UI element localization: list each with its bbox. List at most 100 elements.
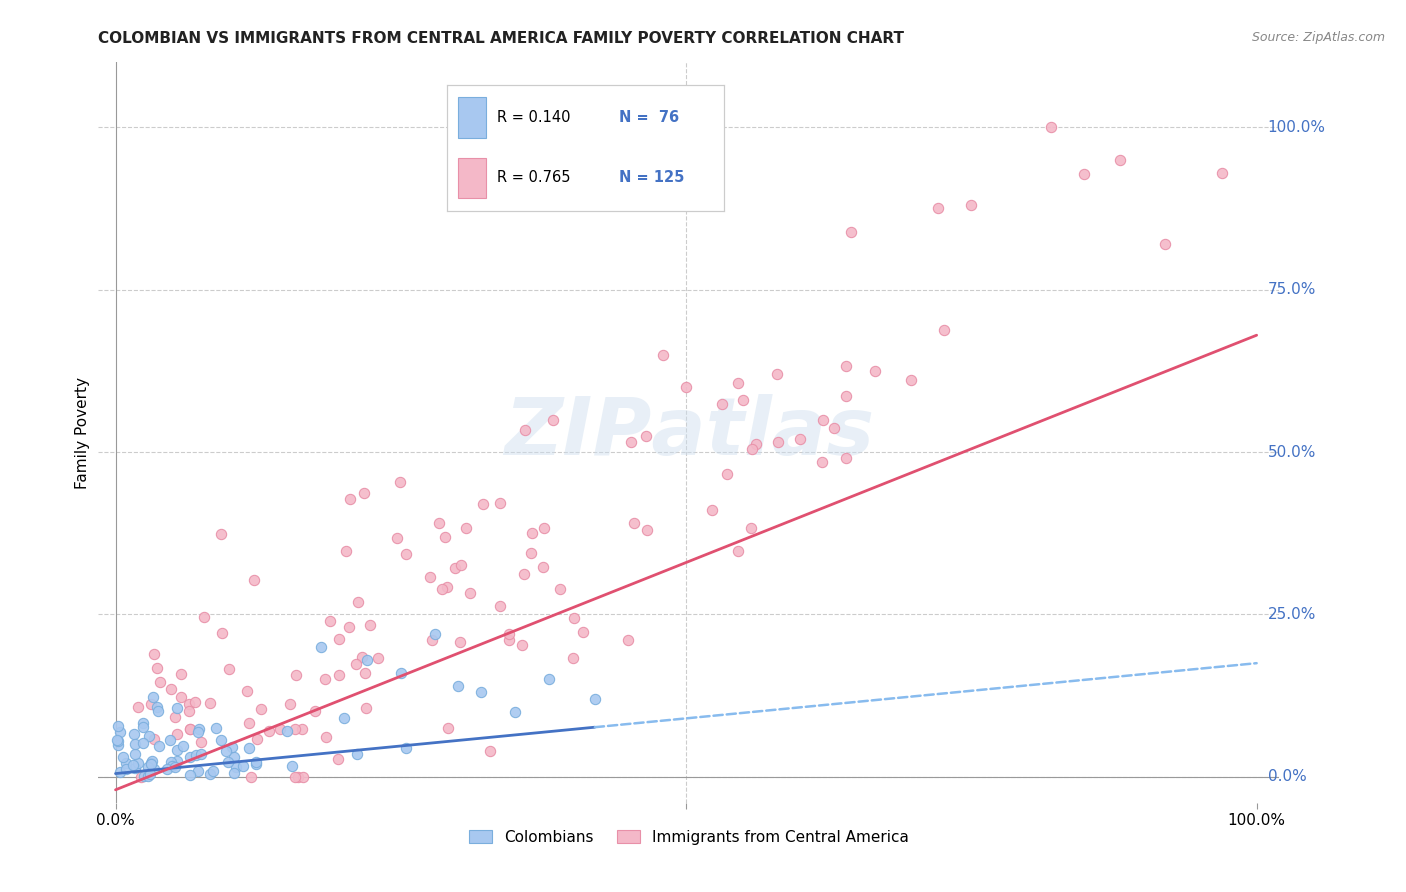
Point [284, 722, 307, 736]
Point [187, 724, 209, 739]
Point [326, 752, 349, 766]
Point [304, 704, 326, 718]
Point [337, 620, 360, 634]
Point [388, 475, 411, 489]
Point [811, 412, 834, 426]
Point [420, 633, 443, 648]
Point [221, 739, 243, 754]
Point [430, 582, 453, 596]
Point [932, 323, 955, 337]
Point [127, 756, 149, 770]
Point [136, 760, 159, 774]
Point [1108, 153, 1130, 167]
Point [136, 769, 159, 783]
Point [489, 599, 512, 613]
Point [127, 700, 149, 714]
Text: 25.0%: 25.0% [1268, 607, 1316, 622]
Point [314, 673, 336, 687]
Point [269, 722, 291, 736]
Point [232, 758, 254, 772]
Point [1040, 120, 1063, 135]
Point [172, 739, 194, 753]
Point [512, 567, 534, 582]
Point [163, 710, 186, 724]
Point [960, 198, 983, 212]
Point [423, 627, 446, 641]
Point [166, 727, 188, 741]
Point [354, 665, 377, 680]
Point [209, 527, 232, 541]
Point [456, 521, 478, 535]
Point [108, 765, 131, 780]
Point [458, 586, 481, 600]
Point [170, 690, 193, 704]
Point [291, 723, 314, 737]
Point [309, 640, 332, 654]
Text: 75.0%: 75.0% [1268, 282, 1316, 297]
Point [238, 740, 260, 755]
Point [498, 633, 520, 648]
Point [766, 367, 789, 381]
Text: ZIP​atlas: ZIP​atlas [503, 393, 875, 472]
Point [156, 762, 179, 776]
Point [146, 704, 169, 718]
Point [107, 718, 129, 732]
Point [810, 455, 832, 469]
Point [900, 373, 922, 387]
Point [620, 435, 643, 450]
Point [139, 697, 162, 711]
Point [184, 747, 207, 762]
Point [470, 685, 492, 699]
Point [354, 701, 377, 715]
Point [510, 638, 533, 652]
Point [257, 724, 280, 739]
Point [122, 726, 145, 740]
Point [287, 770, 309, 784]
Point [541, 413, 564, 427]
Point [132, 736, 155, 750]
Point [249, 702, 271, 716]
Point [177, 697, 200, 711]
Point [122, 757, 145, 772]
Point [1154, 237, 1177, 252]
Point [716, 467, 738, 481]
Point [444, 560, 467, 574]
Point [711, 397, 734, 411]
Text: Source: ZipAtlas.com: Source: ZipAtlas.com [1251, 31, 1385, 45]
Point [217, 755, 239, 769]
Point [740, 521, 762, 535]
Point [124, 737, 146, 751]
Point [347, 595, 370, 609]
Point [187, 764, 209, 778]
Point [766, 435, 789, 450]
Point [572, 625, 595, 640]
Point [733, 393, 755, 408]
Point [205, 722, 228, 736]
Point [478, 743, 501, 757]
Point [224, 765, 246, 780]
Point [835, 359, 858, 373]
Point [623, 516, 645, 530]
Point [246, 732, 269, 747]
Point [634, 429, 657, 443]
Point [198, 766, 221, 780]
Point [132, 769, 155, 783]
Point [346, 747, 368, 761]
Point [179, 767, 201, 781]
Point [395, 740, 418, 755]
Point [437, 721, 460, 735]
Point [839, 225, 862, 239]
Point [211, 626, 233, 640]
Point [107, 734, 129, 748]
Point [142, 762, 165, 776]
Point [214, 743, 236, 757]
Point [617, 633, 640, 648]
Point [513, 423, 536, 437]
Text: 50.0%: 50.0% [1268, 444, 1316, 459]
Point [863, 364, 886, 378]
Point [319, 614, 342, 628]
Point [359, 617, 381, 632]
Point [789, 432, 811, 446]
Point [291, 770, 314, 784]
Point [218, 662, 240, 676]
